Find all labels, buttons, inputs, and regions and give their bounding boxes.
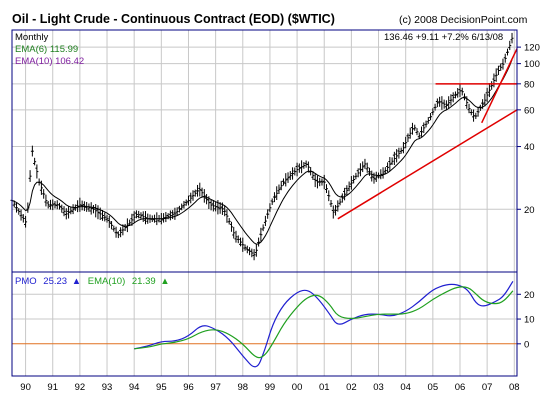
trendline bbox=[337, 109, 518, 220]
x-tick-label: 03 bbox=[373, 382, 384, 393]
price-y-axis: 20 40 60 80 100 120 bbox=[517, 43, 540, 216]
price-y-tick-label: 100 bbox=[524, 59, 540, 70]
pmo-y-tick-label: 20 bbox=[524, 290, 535, 301]
pmo-signal-line bbox=[134, 286, 514, 359]
price-y-tick-label: 60 bbox=[524, 105, 535, 116]
pmo-label: PMO bbox=[15, 276, 37, 287]
x-tick-label: 99 bbox=[265, 382, 276, 393]
x-tick-label: 92 bbox=[75, 382, 86, 393]
trendline bbox=[481, 48, 518, 124]
x-tick-label: 90 bbox=[20, 382, 31, 393]
pmo-ema-label: EMA(10) bbox=[88, 276, 125, 287]
quote-readout: 136.46 +9.11 +7.2% 6/13/08 bbox=[384, 32, 503, 43]
pmo-legend: PMO 25.23 ▲ EMA(10) 21.39 ▲ bbox=[15, 276, 170, 287]
pmo-y-axis: 0 10 20 bbox=[517, 290, 535, 350]
pmo-lines bbox=[134, 280, 514, 368]
ema6-legend: EMA(6) 115.99 bbox=[15, 44, 78, 55]
price-grid bbox=[12, 30, 517, 272]
copyright-text: (c) 2008 DecisionPoint.com bbox=[399, 14, 528, 26]
ema10-legend: EMA(10) 106.42 bbox=[15, 56, 84, 67]
x-tick-label: 98 bbox=[237, 382, 248, 393]
price-y-tick-label: 40 bbox=[524, 142, 535, 153]
pmo-y-tick-label: 10 bbox=[524, 315, 535, 326]
trendlines bbox=[337, 48, 518, 220]
price-y-tick-label: 120 bbox=[524, 43, 540, 54]
price-panel-border bbox=[11, 29, 518, 273]
price-bars bbox=[10, 32, 514, 261]
x-tick-label: 96 bbox=[183, 382, 194, 393]
pmo-grid bbox=[12, 272, 517, 376]
pmo-value: 25.23 bbox=[43, 276, 67, 287]
x-tick-label: 05 bbox=[428, 382, 439, 393]
x-tick-label: 91 bbox=[47, 382, 58, 393]
pmo-y-tick-label: 0 bbox=[524, 339, 529, 350]
chart-title: Oil - Light Crude - Continuous Contract … bbox=[12, 12, 335, 26]
ema-line bbox=[11, 59, 513, 245]
x-tick-label: 94 bbox=[129, 382, 140, 393]
pmo-panel-border bbox=[11, 271, 518, 377]
x-tick-label: 07 bbox=[482, 382, 493, 393]
x-tick-label: 93 bbox=[102, 382, 113, 393]
period-label: Monthly bbox=[15, 32, 49, 43]
x-tick-label: 02 bbox=[346, 382, 357, 393]
x-axis: 90 91 92 93 94 95 96 97 98 99 00 01 02 03 04 05 06 07 08 bbox=[20, 382, 519, 393]
x-tick-label: 97 bbox=[210, 382, 221, 393]
pmo-ema-value: 21.39 bbox=[132, 276, 156, 287]
x-tick-label: 04 bbox=[400, 382, 411, 393]
pmo-ema-up-arrow-icon: ▲ bbox=[160, 276, 169, 287]
x-tick-label: 95 bbox=[156, 382, 167, 393]
x-tick-label: 01 bbox=[319, 382, 330, 393]
x-tick-label: 08 bbox=[509, 382, 520, 393]
price-y-tick-label: 20 bbox=[524, 205, 535, 216]
pmo-up-arrow-icon: ▲ bbox=[72, 276, 81, 287]
x-tick-label: 00 bbox=[292, 382, 303, 393]
x-tick-label: 06 bbox=[455, 382, 466, 393]
price-y-tick-label: 80 bbox=[524, 79, 535, 90]
price-ema-line bbox=[11, 59, 513, 245]
